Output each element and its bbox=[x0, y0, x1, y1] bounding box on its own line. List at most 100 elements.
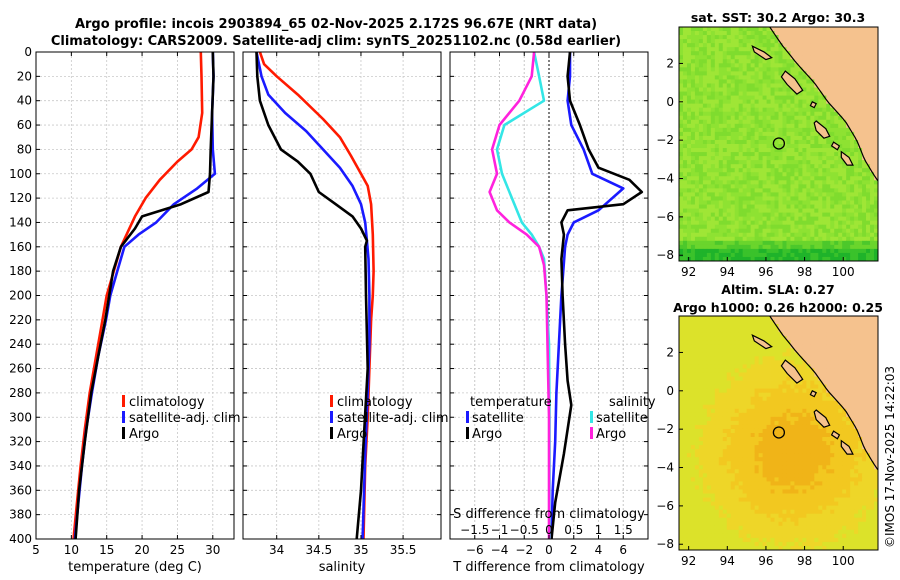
map-cell bbox=[734, 47, 740, 52]
map-cell bbox=[866, 83, 871, 88]
map-cell bbox=[734, 344, 740, 349]
map-cell bbox=[774, 103, 779, 109]
map-cell bbox=[698, 160, 704, 165]
map-cell bbox=[750, 388, 756, 394]
map-cell bbox=[798, 164, 803, 169]
map-cell bbox=[846, 83, 851, 88]
map-cell bbox=[738, 152, 744, 157]
map-cell bbox=[782, 39, 787, 44]
map-cell bbox=[790, 131, 795, 137]
map-cell bbox=[710, 107, 716, 113]
map-cell bbox=[722, 188, 728, 193]
map-cell bbox=[770, 420, 775, 426]
map-cell bbox=[838, 445, 843, 450]
map-cell bbox=[754, 196, 759, 201]
map-cell bbox=[686, 384, 692, 390]
map-cell bbox=[870, 428, 875, 434]
y-tick-label: 140 bbox=[9, 215, 32, 229]
map-cell bbox=[738, 412, 744, 418]
map-cell bbox=[794, 144, 799, 149]
map-cell bbox=[718, 192, 724, 197]
map-cell bbox=[738, 115, 744, 121]
map-cell bbox=[746, 445, 752, 450]
map-cell bbox=[814, 236, 819, 242]
map-cell bbox=[778, 83, 783, 88]
map-cell bbox=[870, 168, 875, 173]
map-cell bbox=[814, 216, 819, 222]
map-cell bbox=[778, 408, 783, 414]
map-cell bbox=[738, 144, 744, 149]
map-cell bbox=[858, 152, 863, 157]
map-cell bbox=[858, 228, 863, 234]
map-cell bbox=[690, 428, 696, 434]
map-cell bbox=[686, 412, 692, 418]
map-cell bbox=[802, 184, 807, 189]
map-cell bbox=[754, 43, 759, 48]
map-cell bbox=[806, 184, 811, 189]
map-cell bbox=[742, 176, 748, 181]
map-cell bbox=[770, 228, 775, 234]
map-cell bbox=[730, 316, 736, 321]
map-cell bbox=[810, 320, 815, 325]
map-cell bbox=[838, 59, 843, 64]
map-cell bbox=[838, 256, 843, 261]
map-cell bbox=[758, 123, 763, 129]
map-cell bbox=[870, 184, 875, 189]
map-cell bbox=[770, 433, 775, 438]
map-cell bbox=[822, 204, 827, 209]
map-cell bbox=[802, 148, 807, 153]
map-cell bbox=[830, 408, 835, 414]
map-cell bbox=[790, 91, 795, 96]
map-cell bbox=[694, 344, 700, 349]
map-cell bbox=[786, 39, 791, 44]
map-cell bbox=[802, 232, 807, 238]
map-cell bbox=[746, 332, 752, 337]
map-cell bbox=[770, 400, 775, 406]
map-cell bbox=[738, 445, 744, 450]
map-cell bbox=[722, 111, 728, 117]
map-cell bbox=[826, 220, 831, 226]
map-cell bbox=[694, 103, 700, 109]
map-cell bbox=[834, 172, 839, 177]
map-cell bbox=[702, 67, 708, 72]
map-cell bbox=[798, 364, 803, 369]
map-cell bbox=[690, 252, 696, 258]
map-cell bbox=[754, 352, 759, 357]
map-cell bbox=[774, 184, 779, 189]
map-cell bbox=[842, 172, 847, 177]
map-cell bbox=[838, 453, 843, 458]
map-cell bbox=[722, 127, 728, 133]
map-cell bbox=[710, 356, 716, 361]
map-cell bbox=[714, 252, 720, 258]
map-cell bbox=[838, 47, 843, 52]
map-cell bbox=[802, 380, 807, 385]
map-cell bbox=[758, 148, 763, 153]
map-cell bbox=[870, 164, 875, 169]
map-cell bbox=[826, 380, 831, 385]
map-cell bbox=[862, 344, 867, 349]
map-cell bbox=[854, 348, 859, 353]
map-cell bbox=[746, 123, 752, 129]
map-cell bbox=[802, 388, 807, 394]
map-cell bbox=[794, 324, 799, 329]
map-cell bbox=[834, 360, 839, 365]
map-cell bbox=[774, 176, 779, 181]
map-cell bbox=[842, 248, 847, 254]
map-cell bbox=[710, 192, 716, 197]
map-cell bbox=[730, 336, 736, 341]
map-cell bbox=[770, 244, 775, 250]
map-cell bbox=[722, 453, 728, 458]
map-cell bbox=[790, 59, 795, 64]
map-cell bbox=[734, 127, 740, 133]
map-cell bbox=[782, 168, 787, 173]
map-cell bbox=[850, 408, 855, 414]
map-cell bbox=[854, 87, 859, 92]
map-cell bbox=[702, 252, 708, 258]
map-cell bbox=[726, 95, 732, 101]
map-cell bbox=[770, 39, 775, 44]
map-cell bbox=[679, 340, 684, 345]
map-cell bbox=[818, 196, 823, 201]
map-cell bbox=[758, 416, 763, 422]
s-tick-label: −1 bbox=[491, 523, 509, 537]
map-cell bbox=[770, 107, 775, 113]
